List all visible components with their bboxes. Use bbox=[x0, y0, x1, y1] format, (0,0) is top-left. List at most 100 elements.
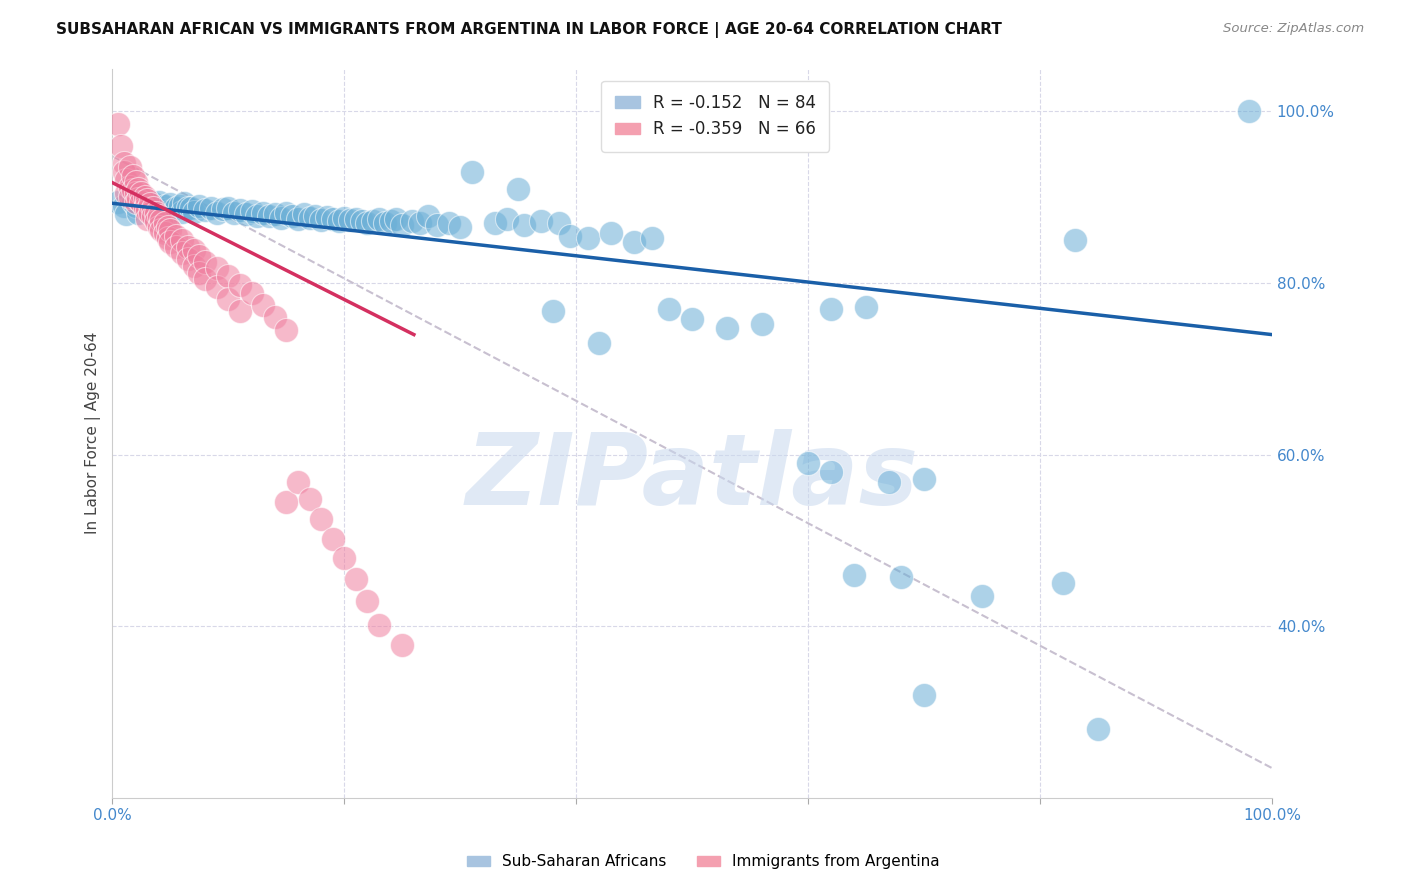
Point bbox=[890, 569, 912, 583]
Point bbox=[541, 303, 564, 318]
Point bbox=[134, 190, 156, 204]
Point bbox=[153, 199, 176, 213]
Point bbox=[159, 223, 181, 237]
Point bbox=[183, 259, 205, 273]
Point bbox=[183, 244, 205, 258]
Point bbox=[877, 475, 900, 490]
Point bbox=[322, 532, 344, 546]
Point bbox=[122, 194, 145, 209]
Point bbox=[328, 214, 350, 228]
Point bbox=[333, 211, 356, 225]
Point bbox=[205, 260, 228, 275]
Point bbox=[368, 211, 391, 226]
Point bbox=[461, 164, 484, 178]
Point bbox=[912, 688, 935, 702]
Point bbox=[426, 218, 449, 232]
Point bbox=[385, 211, 408, 226]
Point bbox=[970, 590, 993, 604]
Point bbox=[112, 164, 135, 178]
Point bbox=[263, 207, 285, 221]
Point bbox=[150, 203, 173, 218]
Point bbox=[145, 214, 167, 228]
Point bbox=[188, 199, 211, 213]
Point bbox=[148, 220, 170, 235]
Text: Source: ZipAtlas.com: Source: ZipAtlas.com bbox=[1223, 22, 1364, 36]
Point bbox=[820, 301, 842, 316]
Point bbox=[391, 638, 413, 652]
Point bbox=[124, 194, 146, 209]
Point bbox=[124, 175, 146, 189]
Point bbox=[124, 186, 146, 200]
Point bbox=[309, 512, 332, 526]
Point bbox=[547, 216, 569, 230]
Point bbox=[912, 472, 935, 486]
Point bbox=[252, 205, 274, 219]
Point bbox=[169, 199, 191, 213]
Point bbox=[142, 196, 165, 211]
Point bbox=[107, 194, 129, 209]
Point bbox=[287, 475, 309, 490]
Point bbox=[844, 568, 866, 582]
Point bbox=[287, 211, 309, 226]
Point bbox=[344, 572, 367, 586]
Point bbox=[316, 210, 339, 224]
Point bbox=[142, 209, 165, 223]
Point bbox=[170, 233, 193, 247]
Point bbox=[1063, 233, 1085, 247]
Point bbox=[356, 216, 378, 230]
Point bbox=[153, 227, 176, 241]
Point bbox=[530, 214, 553, 228]
Point bbox=[240, 204, 263, 219]
Point bbox=[350, 214, 373, 228]
Point bbox=[148, 209, 170, 223]
Point bbox=[1087, 723, 1109, 737]
Point bbox=[304, 209, 326, 223]
Point bbox=[820, 465, 842, 479]
Point bbox=[153, 216, 176, 230]
Point bbox=[131, 194, 153, 209]
Point bbox=[118, 160, 141, 174]
Point bbox=[408, 216, 430, 230]
Point bbox=[437, 216, 460, 230]
Point bbox=[240, 286, 263, 301]
Point bbox=[136, 203, 159, 218]
Point bbox=[797, 456, 820, 470]
Point bbox=[276, 495, 298, 509]
Point bbox=[416, 209, 439, 223]
Point bbox=[180, 201, 202, 215]
Point bbox=[292, 207, 315, 221]
Y-axis label: In Labor Force | Age 20-64: In Labor Force | Age 20-64 bbox=[86, 332, 101, 534]
Point bbox=[658, 301, 681, 316]
Point bbox=[157, 205, 180, 219]
Legend: Sub-Saharan Africans, Immigrants from Argentina: Sub-Saharan Africans, Immigrants from Ar… bbox=[461, 848, 945, 875]
Point bbox=[177, 252, 200, 266]
Point bbox=[159, 197, 181, 211]
Point bbox=[1052, 576, 1074, 591]
Point bbox=[560, 228, 582, 243]
Point bbox=[148, 194, 170, 209]
Point bbox=[127, 192, 149, 206]
Point bbox=[127, 182, 149, 196]
Point bbox=[150, 213, 173, 227]
Point bbox=[217, 269, 239, 284]
Point bbox=[356, 593, 378, 607]
Point bbox=[157, 231, 180, 245]
Point bbox=[246, 209, 269, 223]
Text: SUBSAHARAN AFRICAN VS IMMIGRANTS FROM ARGENTINA IN LABOR FORCE | AGE 20-64 CORRE: SUBSAHARAN AFRICAN VS IMMIGRANTS FROM AR… bbox=[56, 22, 1002, 38]
Point bbox=[136, 211, 159, 226]
Point bbox=[309, 212, 332, 227]
Point bbox=[211, 202, 233, 217]
Point bbox=[229, 277, 252, 292]
Point bbox=[281, 209, 304, 223]
Point bbox=[380, 214, 402, 228]
Point bbox=[127, 205, 149, 219]
Point bbox=[131, 192, 153, 206]
Point bbox=[217, 292, 239, 306]
Point bbox=[134, 194, 156, 209]
Point bbox=[681, 312, 703, 326]
Point bbox=[333, 550, 356, 565]
Point bbox=[588, 336, 610, 351]
Point bbox=[145, 201, 167, 215]
Point bbox=[508, 182, 530, 196]
Point bbox=[229, 203, 252, 218]
